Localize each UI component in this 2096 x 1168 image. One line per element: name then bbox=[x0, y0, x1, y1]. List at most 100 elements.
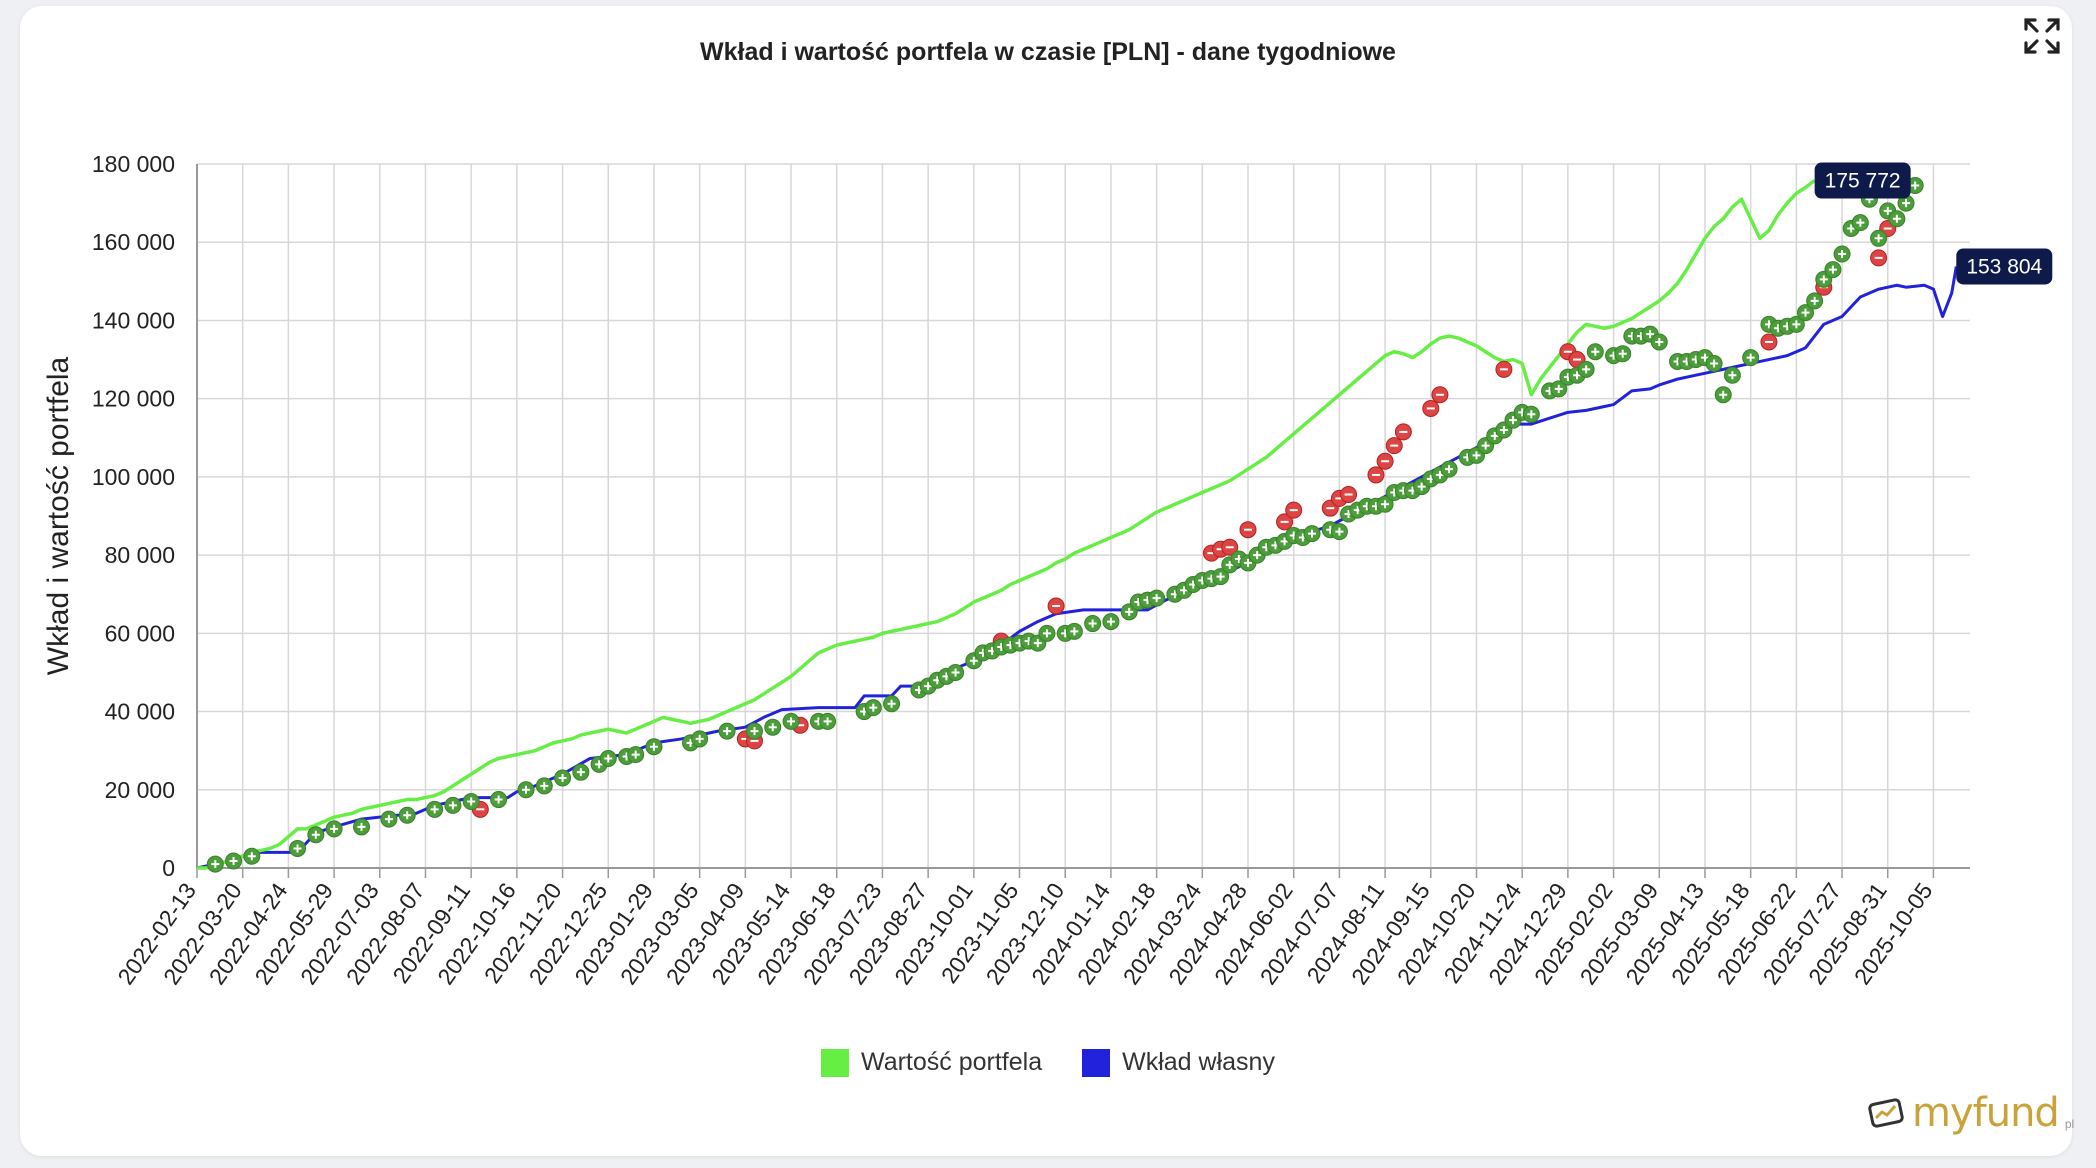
purchase-marker-plus bbox=[1499, 425, 1508, 434]
purchase-marker-plus bbox=[1381, 500, 1390, 509]
legend-item-portfolio[interactable]: Wartość portfela bbox=[821, 1048, 1042, 1077]
purchase-marker-plus bbox=[723, 727, 732, 736]
purchase-marker-plus bbox=[1591, 347, 1600, 356]
purchase-marker-plus bbox=[330, 824, 339, 833]
y-tick-label: 140 000 bbox=[92, 307, 175, 333]
purchase-marker-plus bbox=[1042, 629, 1051, 638]
purchase-marker-plus bbox=[467, 797, 476, 806]
contribution-callout-box bbox=[1956, 248, 2053, 285]
chart-legend: Wartość portfela Wkład własny bbox=[0, 1048, 2096, 1077]
purchase-marker-plus bbox=[1152, 594, 1161, 603]
purchase-marker-plus bbox=[430, 805, 439, 814]
purchase-marker-plus bbox=[1810, 296, 1819, 305]
purchase-marker-plus bbox=[1216, 572, 1225, 581]
purchase-marker-plus bbox=[1280, 537, 1289, 546]
purchase-marker-plus bbox=[448, 801, 457, 810]
purchase-marker-plus bbox=[1847, 224, 1856, 233]
purchase-marker-plus bbox=[1490, 431, 1499, 440]
purchase-marker-plus bbox=[311, 830, 320, 839]
purchase-marker-plus bbox=[1856, 218, 1865, 227]
purchase-marker-plus bbox=[1838, 249, 1847, 258]
purchase-marker-plus bbox=[595, 760, 604, 769]
legend-swatch-portfolio bbox=[821, 1048, 850, 1077]
purchase-marker-plus bbox=[558, 774, 567, 783]
y-tick-label: 160 000 bbox=[92, 229, 175, 255]
portfolio-callout-label: 175 772 bbox=[1825, 170, 1901, 193]
purchase-marker-plus bbox=[869, 703, 878, 712]
purchase-marker-plus bbox=[1892, 214, 1901, 223]
y-tick-label: 80 000 bbox=[105, 542, 175, 568]
purchase-marker-plus bbox=[1307, 529, 1316, 538]
purchase-marker-plus bbox=[1728, 371, 1737, 380]
purchase-marker-plus bbox=[1125, 607, 1134, 616]
purchase-marker-plus bbox=[576, 768, 585, 777]
purchase-marker-plus bbox=[649, 742, 658, 751]
expand-icon bbox=[2024, 18, 2060, 54]
purchase-marker-plus bbox=[1700, 353, 1709, 362]
purchase-marker-plus bbox=[1582, 365, 1591, 374]
purchase-marker-plus bbox=[1335, 527, 1344, 536]
purchase-marker-plus bbox=[1445, 465, 1454, 474]
legend-label-contribution: Wkład własny bbox=[1122, 1048, 1275, 1076]
purchase-marker-plus bbox=[1792, 320, 1801, 329]
purchase-marker-plus bbox=[750, 727, 759, 736]
purchase-marker-plus bbox=[1417, 482, 1426, 491]
purchase-marker-plus bbox=[887, 699, 896, 708]
y-tick-label: 100 000 bbox=[92, 464, 175, 490]
purchase-marker-plus bbox=[1435, 470, 1444, 479]
purchase-marker-plus bbox=[1883, 206, 1892, 215]
contribution-callout-label: 153 804 bbox=[1966, 255, 2042, 278]
purchase-marker-plus bbox=[211, 860, 220, 869]
legend-swatch-contribution bbox=[1082, 1048, 1111, 1077]
purchase-marker-plus bbox=[1828, 265, 1837, 274]
y-tick-label: 0 bbox=[162, 855, 175, 881]
y-tick-label: 120 000 bbox=[92, 386, 175, 412]
purchase-marker-plus bbox=[229, 856, 238, 865]
purchase-marker-plus bbox=[1088, 619, 1097, 628]
purchase-marker-plus bbox=[1874, 234, 1883, 243]
legend-item-contribution[interactable]: Wkład własny bbox=[1082, 1048, 1275, 1077]
purchase-marker-plus bbox=[1225, 560, 1234, 569]
purchase-marker-plus bbox=[522, 785, 531, 794]
purchase-marker-plus bbox=[924, 682, 933, 691]
purchase-marker-plus bbox=[1655, 337, 1664, 346]
purchase-marker-plus bbox=[695, 734, 704, 743]
purchase-marker-plus bbox=[1746, 353, 1755, 362]
chart-card bbox=[20, 6, 2072, 1156]
purchase-marker-plus bbox=[1472, 451, 1481, 460]
purchase-marker-plus bbox=[1033, 639, 1042, 648]
wallet-icon bbox=[1868, 1098, 1904, 1128]
y-tick-label: 60 000 bbox=[105, 620, 175, 646]
y-tick-label: 20 000 bbox=[105, 777, 175, 803]
purchase-marker-plus bbox=[494, 795, 503, 804]
purchase-marker-plus bbox=[247, 852, 256, 861]
purchase-marker-plus bbox=[403, 811, 412, 820]
expand-button[interactable] bbox=[2022, 16, 2062, 56]
y-tick-label: 40 000 bbox=[105, 699, 175, 725]
purchase-marker-plus bbox=[604, 754, 613, 763]
legend-label-portfolio: Wartość portfela bbox=[861, 1048, 1043, 1076]
purchase-marker-plus bbox=[1618, 349, 1627, 358]
purchase-marker-plus bbox=[1527, 410, 1536, 419]
myfund-logo: myfund pl bbox=[1868, 1090, 2074, 1136]
purchase-marker-plus bbox=[1801, 308, 1810, 317]
purchase-marker-plus bbox=[1554, 384, 1563, 393]
purchase-marker-plus bbox=[357, 822, 366, 831]
portfolio-callout-box bbox=[1814, 162, 1911, 199]
purchase-marker-plus bbox=[823, 717, 832, 726]
purchase-marker-plus bbox=[1070, 627, 1079, 636]
chart-title: Wkład i wartość portfela w czasie [PLN] … bbox=[700, 38, 1396, 66]
purchase-marker-plus bbox=[1819, 275, 1828, 284]
purchase-marker-plus bbox=[1902, 199, 1911, 208]
y-tick-label: 180 000 bbox=[92, 151, 175, 177]
series-line-portfolio bbox=[197, 179, 1816, 870]
purchase-marker-plus bbox=[1573, 371, 1582, 380]
purchase-marker-plus bbox=[1244, 558, 1253, 567]
purchase-marker-plus bbox=[384, 815, 393, 824]
purchase-marker-plus bbox=[969, 656, 978, 665]
purchase-marker-plus bbox=[540, 781, 549, 790]
y-axis-title: Wkład i wartość portfela bbox=[42, 356, 75, 675]
purchase-marker-plus bbox=[1911, 181, 1920, 190]
purchase-marker-plus bbox=[1719, 390, 1728, 399]
